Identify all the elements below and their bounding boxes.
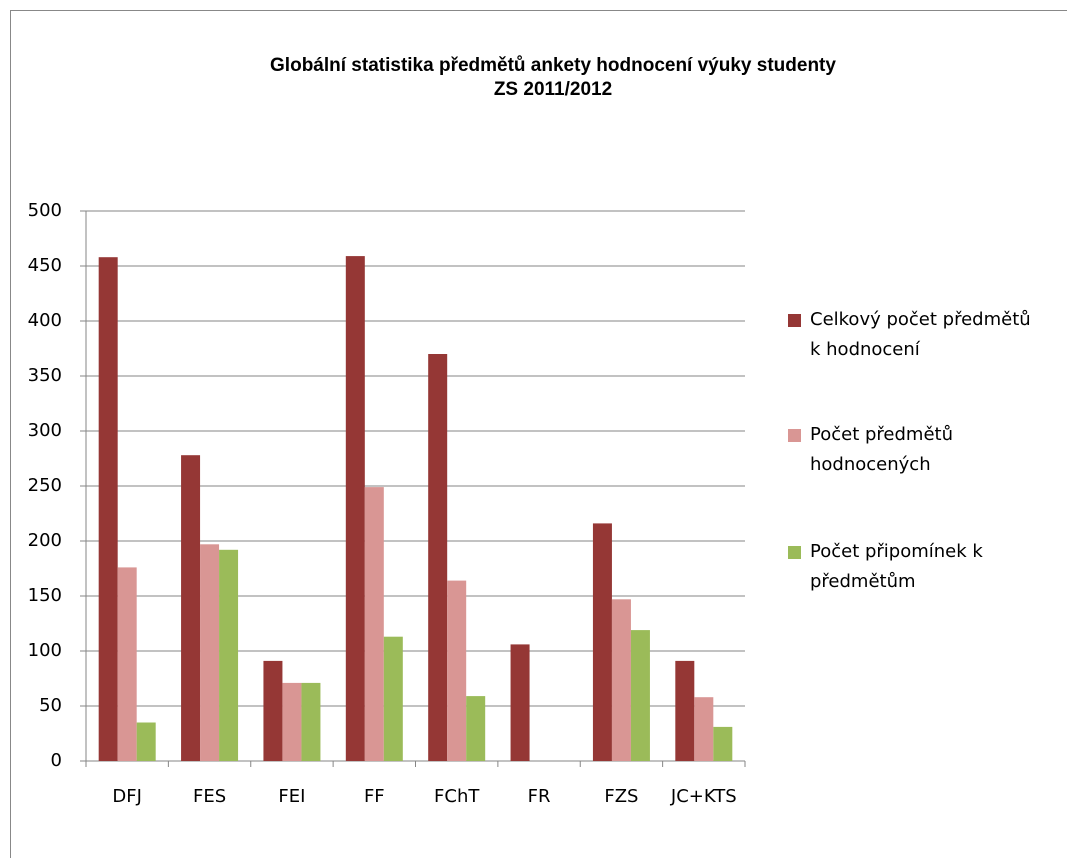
chart-subtitle: ZS 2011/2012 [494,79,612,100]
legend-swatch [788,546,801,559]
x-tick-label: FEI [278,786,305,807]
bar [98,257,118,761]
legend-label: Počet připomínek k předmětům [810,541,983,592]
bar [510,644,530,761]
x-tick-label: FF [364,786,385,807]
legend-swatch [788,429,801,442]
x-tick-label: FChT [434,786,480,807]
bar [694,697,714,761]
bar [117,567,137,761]
y-tick-label: 350 [28,365,62,386]
bar [630,630,650,761]
bar [364,487,384,761]
bar [219,549,239,761]
y-tick-label: 500 [28,200,62,221]
y-tick-label: 450 [28,255,62,276]
bar [200,544,220,761]
legend-label: Celkový počet předmětů k hodnocení [810,309,1031,360]
bar [713,726,733,761]
bar [181,455,201,761]
bar [428,354,448,761]
bar [345,256,365,761]
bar [447,580,467,761]
x-tick-label: FR [528,786,551,807]
bar [301,682,321,761]
chart-title: Globální statistika předmětů ankety hodn… [270,55,836,76]
bar [592,523,612,761]
y-tick-label: 50 [39,695,62,716]
bar [611,599,631,761]
bar [466,696,486,761]
x-tick-label: DFJ [112,786,142,807]
bar [136,722,156,761]
legend-swatch [788,314,801,327]
y-tick-label: 300 [28,420,62,441]
y-tick-label: 0 [51,750,62,771]
legend-label: Počet předmětů hodnocených [810,424,953,475]
y-tick-label: 150 [28,585,62,606]
bar [675,660,695,761]
bar [263,660,283,761]
y-tick-label: 250 [28,475,62,496]
y-tick-label: 200 [28,530,62,551]
x-tick-label: JC+KTS [670,786,737,807]
x-tick-label: FES [193,786,226,807]
x-tick-label: FZS [604,786,638,807]
bar [282,682,302,761]
y-tick-label: 400 [28,310,62,331]
bar [383,636,403,761]
y-tick-label: 100 [28,640,62,661]
